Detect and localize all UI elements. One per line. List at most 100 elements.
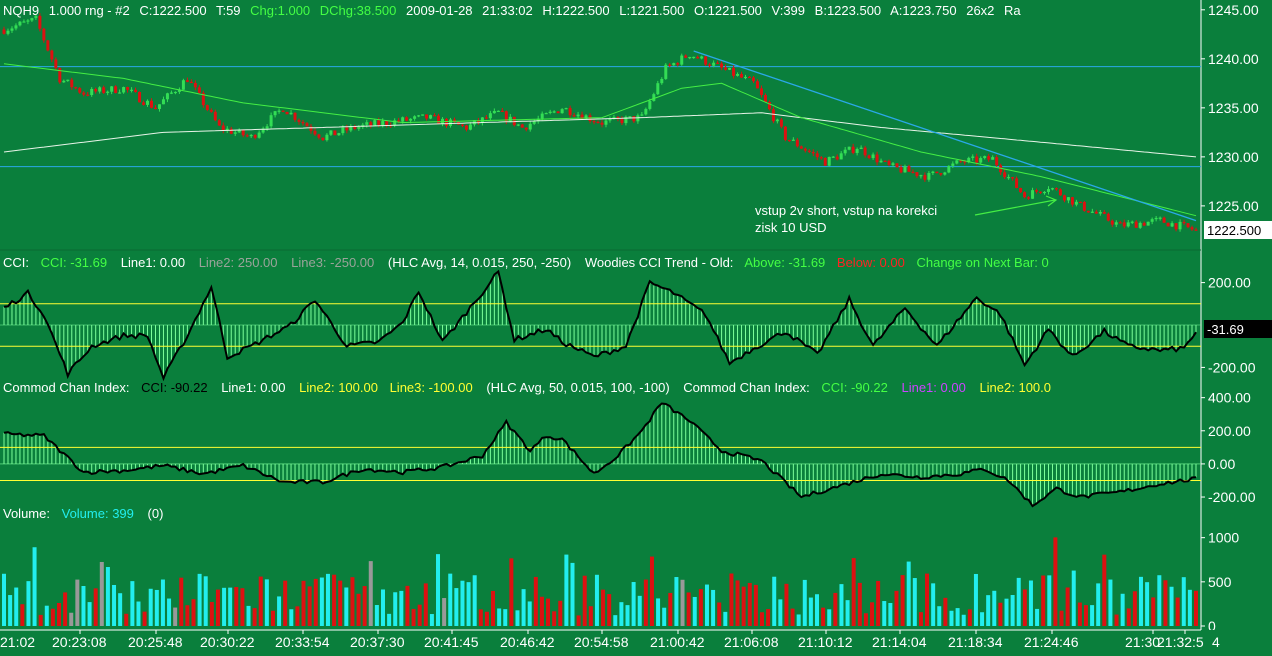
volume-bar	[460, 580, 465, 626]
candle-body	[1194, 229, 1198, 231]
volume-bar	[961, 614, 966, 626]
candle-body	[30, 18, 34, 21]
candle-body	[468, 124, 472, 130]
volume-bar	[649, 556, 654, 626]
volume-bar	[980, 612, 985, 626]
volume-bar	[1083, 605, 1088, 626]
candle-body	[923, 175, 927, 180]
candle-body	[110, 86, 114, 92]
volume-bar	[827, 609, 832, 626]
candle-body	[189, 81, 193, 84]
candle-body	[1114, 222, 1118, 225]
volume-bar	[1077, 602, 1082, 626]
candle-body	[668, 64, 672, 66]
candle-body	[480, 117, 484, 123]
volume-tick-label: 500	[1208, 574, 1232, 590]
candle-body	[616, 116, 620, 119]
candle-body	[851, 146, 855, 153]
candle-body	[955, 160, 959, 164]
candle-body	[664, 64, 668, 79]
candle-body	[604, 120, 608, 125]
cci-tick-label: -200.00	[1208, 489, 1256, 505]
time-tick-label: 20:30:22	[200, 634, 255, 650]
volume-panel	[2, 537, 1198, 626]
candle-body	[273, 111, 277, 116]
annotation-arrow	[974, 199, 1056, 216]
price-tick-label: 1235.00	[1208, 100, 1259, 116]
candle-body	[1134, 221, 1138, 228]
candle-body	[413, 116, 417, 119]
candle-body	[449, 119, 453, 126]
volume-bar	[130, 581, 135, 626]
volume-bar	[925, 573, 930, 626]
candle-body	[791, 139, 795, 141]
volume-bar	[778, 599, 783, 626]
volume-bar	[533, 576, 538, 626]
cci-slow-axis: 400.00 200.00 0.00 -200.00	[1201, 390, 1256, 505]
header-symbol: NQH9	[3, 3, 39, 18]
candle-body	[512, 116, 516, 126]
time-tick-label: 21:00:42	[650, 634, 705, 650]
candle-body	[516, 124, 520, 126]
candle-body	[173, 91, 177, 94]
volume-bar	[1059, 610, 1064, 626]
volume-bar	[478, 609, 483, 626]
candle-body	[943, 172, 947, 175]
annotation-arrow-head	[1045, 195, 1058, 207]
time-tick-label: 20:41:45	[424, 634, 479, 650]
volume-bar	[870, 602, 875, 626]
price-tick-label: 1240.00	[1208, 51, 1259, 67]
volume-bar	[448, 573, 453, 626]
cci-line	[3, 402, 1197, 508]
volume-bar	[368, 561, 373, 626]
volume-bar	[851, 558, 856, 626]
cci-fast-line2: Line2: 250.00	[199, 255, 278, 270]
candle-body	[811, 151, 815, 154]
candle-body	[401, 117, 405, 122]
volume-bar	[1047, 575, 1052, 626]
volume-bar	[802, 579, 807, 626]
volume-bar	[466, 582, 471, 626]
candle-body	[26, 20, 30, 22]
candle-body	[297, 119, 301, 122]
volume-tick-label: 0	[1208, 618, 1216, 634]
cci-tick-label: 0.00	[1208, 456, 1235, 472]
candle-body	[1170, 223, 1174, 227]
candle-body	[823, 158, 827, 166]
volume-bar	[185, 605, 190, 626]
candle-body	[484, 117, 488, 119]
volume-bar	[955, 608, 960, 626]
volume-bar	[839, 584, 844, 626]
volume-bar	[136, 601, 141, 626]
volume-bar	[87, 602, 92, 626]
candle-body	[452, 119, 456, 123]
candle-body	[732, 67, 736, 76]
candle-body	[775, 119, 779, 122]
candle-body	[86, 94, 90, 96]
volume-bar	[784, 583, 789, 626]
time-tick-label: 21:06:08	[724, 634, 779, 650]
volume-bar	[32, 547, 37, 626]
volume-bar	[759, 612, 764, 626]
candle-body	[393, 120, 397, 126]
candle-body	[309, 126, 313, 131]
volume-bar	[338, 580, 343, 626]
volume-bar	[631, 582, 636, 626]
candle-body	[433, 115, 437, 117]
candle-body	[787, 139, 791, 142]
candle-body	[317, 134, 321, 138]
volume-bar	[270, 610, 275, 626]
volume-bar	[912, 578, 917, 626]
candle-body	[349, 126, 353, 131]
candle-body	[476, 120, 480, 123]
candle-body	[1066, 197, 1070, 201]
candle-body	[289, 112, 293, 115]
volume-bar	[1145, 582, 1150, 626]
candle-body	[991, 157, 995, 160]
cci-fast-line3: Line3: -250.00	[291, 255, 374, 270]
volume-bar	[93, 588, 98, 626]
candle-body	[369, 122, 373, 126]
candle-body	[345, 127, 349, 131]
candle-body	[1039, 191, 1043, 193]
candle-body	[947, 165, 951, 173]
